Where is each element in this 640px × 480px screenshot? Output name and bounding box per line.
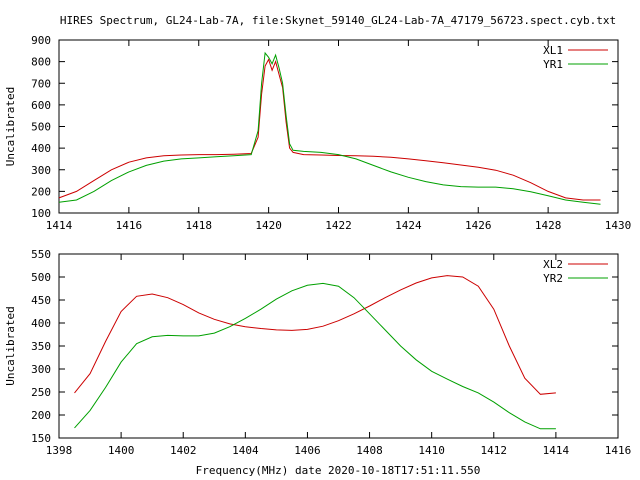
y-tick-label: 100 — [31, 207, 51, 220]
y-tick-label: 400 — [31, 317, 51, 330]
x-tick-label: 1414 — [46, 219, 73, 232]
plot-frame — [58, 253, 619, 439]
x-tick-label: 1428 — [535, 219, 562, 232]
bottom-spectrum-panel: 1398 1400 1402 1404 1406 1408 1410 1412 1414 1416… — [4, 248, 631, 457]
y-tick-label: 250 — [31, 386, 51, 399]
x-tick-label: 1416 — [605, 444, 632, 457]
y-tick-label: 300 — [31, 363, 51, 376]
x-tick-label: 1422 — [325, 219, 352, 232]
legend-label-xl1: XL1 — [543, 44, 563, 57]
top-spectrum-panel: 1414 1416 1418 1420 1422 1424 1426 1428 1430 100 2… — [4, 34, 631, 232]
x-tick-label: 1424 — [395, 219, 422, 232]
series-line-xl1 — [58, 58, 601, 201]
series-line-yr1 — [58, 51, 601, 205]
chart-title: HIRES Spectrum, GL24-Lab-7A, file:Skynet… — [60, 14, 616, 27]
y-tick-label: 550 — [31, 248, 51, 261]
x-tick-label: 1406 — [294, 444, 321, 457]
x-tick-label: 1414 — [543, 444, 570, 457]
y-tick-label: 900 — [31, 34, 51, 47]
y-tick-label: 200 — [31, 185, 51, 198]
x-tick-label: 1404 — [232, 444, 259, 457]
y-tick-label: 300 — [31, 164, 51, 177]
y-tick-label: 400 — [31, 142, 51, 155]
x-tick-label: 1400 — [108, 444, 135, 457]
y-tick-label: 150 — [31, 432, 51, 445]
x-tick-label: 1398 — [46, 444, 73, 457]
legend-label-yr2: YR2 — [543, 272, 563, 285]
y-tick-label: 700 — [31, 77, 51, 90]
y-tick-label: 200 — [31, 409, 51, 422]
x-tick-label: 1408 — [356, 444, 383, 457]
x-tick-label: 1412 — [481, 444, 508, 457]
y-tick-label: 600 — [31, 99, 51, 112]
x-tick-label: 1426 — [465, 219, 492, 232]
x-tick-label: 1430 — [605, 219, 632, 232]
y-tick-label: 500 — [31, 271, 51, 284]
x-tick-label: 1420 — [255, 219, 282, 232]
y-tick-label: 800 — [31, 56, 51, 69]
y-tick-label: 450 — [31, 294, 51, 307]
x-axis-label: Frequency(MHz) date 2020-10-18T17:51:11.… — [196, 464, 481, 477]
legend-label-xl2: XL2 — [543, 258, 563, 271]
y-axis-label: Uncalibrated — [4, 306, 17, 385]
legend-label-yr1: YR1 — [543, 58, 563, 71]
x-tick-label: 1410 — [418, 444, 445, 457]
series-line-xl2 — [74, 275, 556, 395]
plot-frame — [58, 39, 619, 214]
x-tick-label: 1418 — [186, 219, 213, 232]
x-tick-label: 1402 — [170, 444, 197, 457]
series-line-yr2 — [74, 282, 556, 430]
y-axis-label: Uncalibrated — [4, 87, 17, 166]
y-tick-label: 350 — [31, 340, 51, 353]
x-tick-label: 1416 — [116, 219, 143, 232]
y-tick-label: 500 — [31, 121, 51, 134]
